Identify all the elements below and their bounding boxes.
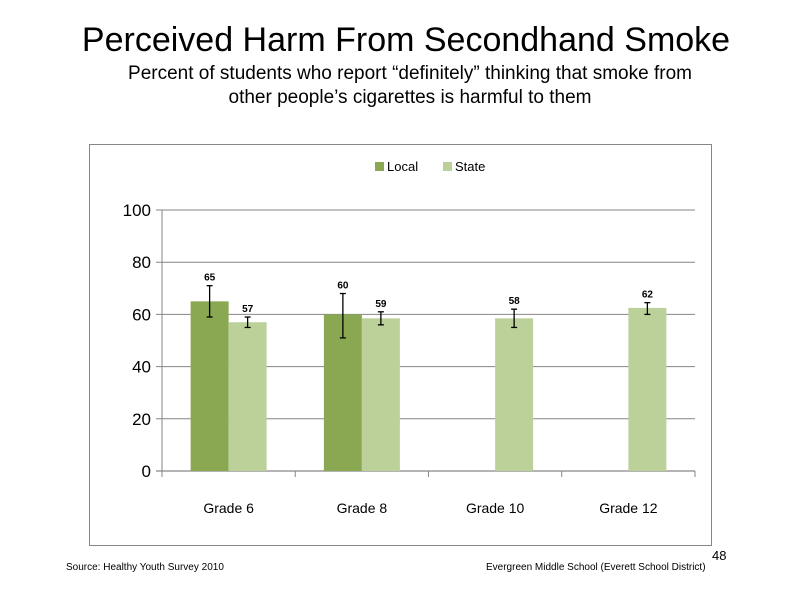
page-subtitle: Percent of students who report “definite… bbox=[0, 62, 800, 110]
data-label: 65 bbox=[204, 273, 216, 284]
x-category-label: Grade 8 bbox=[337, 500, 388, 516]
organization-note: Evergreen Middle School (Everett School … bbox=[486, 562, 706, 573]
data-label: 58 bbox=[509, 296, 521, 307]
data-label: 59 bbox=[375, 299, 387, 310]
subtitle-line-2: other people’s cigarettes is harmful to … bbox=[228, 87, 592, 108]
bar-state-2 bbox=[495, 318, 534, 471]
bar-state-3 bbox=[628, 307, 667, 471]
y-tick-label: 20 bbox=[132, 410, 151, 429]
data-label: 57 bbox=[242, 304, 254, 315]
legend-label-state: State bbox=[455, 159, 485, 174]
bar-local-1 bbox=[323, 314, 362, 471]
x-category-label: Grade 6 bbox=[203, 500, 254, 516]
subtitle-line-1: Percent of students who report “definite… bbox=[128, 63, 692, 84]
data-label: 60 bbox=[337, 281, 349, 292]
page-number: 48 bbox=[712, 548, 727, 563]
x-category-label: Grade 10 bbox=[466, 500, 525, 516]
chart-frame: 0 20 40 60 80 100 Grade 6 Grade 8 Grade 10 Grade … bbox=[89, 144, 712, 546]
bar-chart: 0 20 40 60 80 100 Grade 6 Grade 8 Grade 10 Grade … bbox=[123, 159, 696, 516]
x-category-label: Grade 12 bbox=[599, 500, 658, 516]
y-tick-label: 0 bbox=[142, 462, 151, 481]
y-tick-label: 60 bbox=[132, 305, 151, 324]
legend-swatch-state bbox=[443, 162, 452, 171]
y-tick-label: 100 bbox=[123, 201, 151, 220]
bar-state-1 bbox=[361, 318, 400, 471]
y-tick-label: 80 bbox=[132, 253, 151, 272]
data-label: 62 bbox=[642, 290, 654, 301]
source-note: Source: Healthy Youth Survey 2010 bbox=[66, 562, 224, 573]
bar-state-0 bbox=[228, 322, 267, 471]
y-tick-label: 40 bbox=[132, 358, 151, 377]
legend-swatch-local bbox=[375, 162, 384, 171]
bar-local-0 bbox=[190, 301, 229, 471]
page-title: Perceived Harm From Secondhand Smoke bbox=[81, 21, 731, 59]
legend-label-local: Local bbox=[387, 159, 418, 174]
